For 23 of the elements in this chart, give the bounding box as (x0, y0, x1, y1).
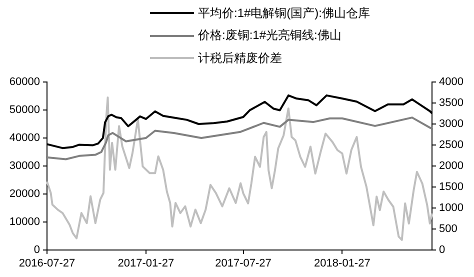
x-tick-label: 2018-01-27 (314, 258, 370, 270)
legend-label: 平均价:1#电解铜(国产):佛山仓库 (198, 4, 370, 22)
y-tick-label: 0 (34, 244, 40, 256)
y2-tick-label: 0 (439, 244, 446, 256)
y2-tick-label: 1500 (439, 181, 464, 194)
y-tick-label: 10000 (9, 216, 40, 228)
y2-tick-label: 3000 (439, 118, 464, 130)
y-tick-label: 60000 (9, 76, 40, 88)
y2-tick-label: 3500 (439, 97, 464, 110)
y2-tick-label: 500 (439, 223, 458, 236)
legend-label: 价格:废铜:1#光亮铜线:佛山 (198, 27, 342, 44)
y2-tick-label: 4000 (439, 76, 464, 88)
legend-label: 计税后精废价差 (198, 50, 282, 67)
x-tick-label: 2016-07-27 (18, 258, 76, 270)
y2-tick-label: 2000 (439, 160, 464, 172)
y-tick-label: 50000 (9, 104, 40, 116)
x-tick-label: 2017-01-27 (118, 258, 174, 270)
x-tick-label: 2017-07-27 (215, 258, 272, 270)
y2-tick-label: 2500 (439, 139, 464, 152)
y-tick-label: 40000 (9, 132, 40, 144)
y-tick-label: 30000 (9, 160, 40, 172)
y2-tick-label: 1000 (439, 202, 464, 214)
y-tick-label: 20000 (9, 188, 40, 200)
